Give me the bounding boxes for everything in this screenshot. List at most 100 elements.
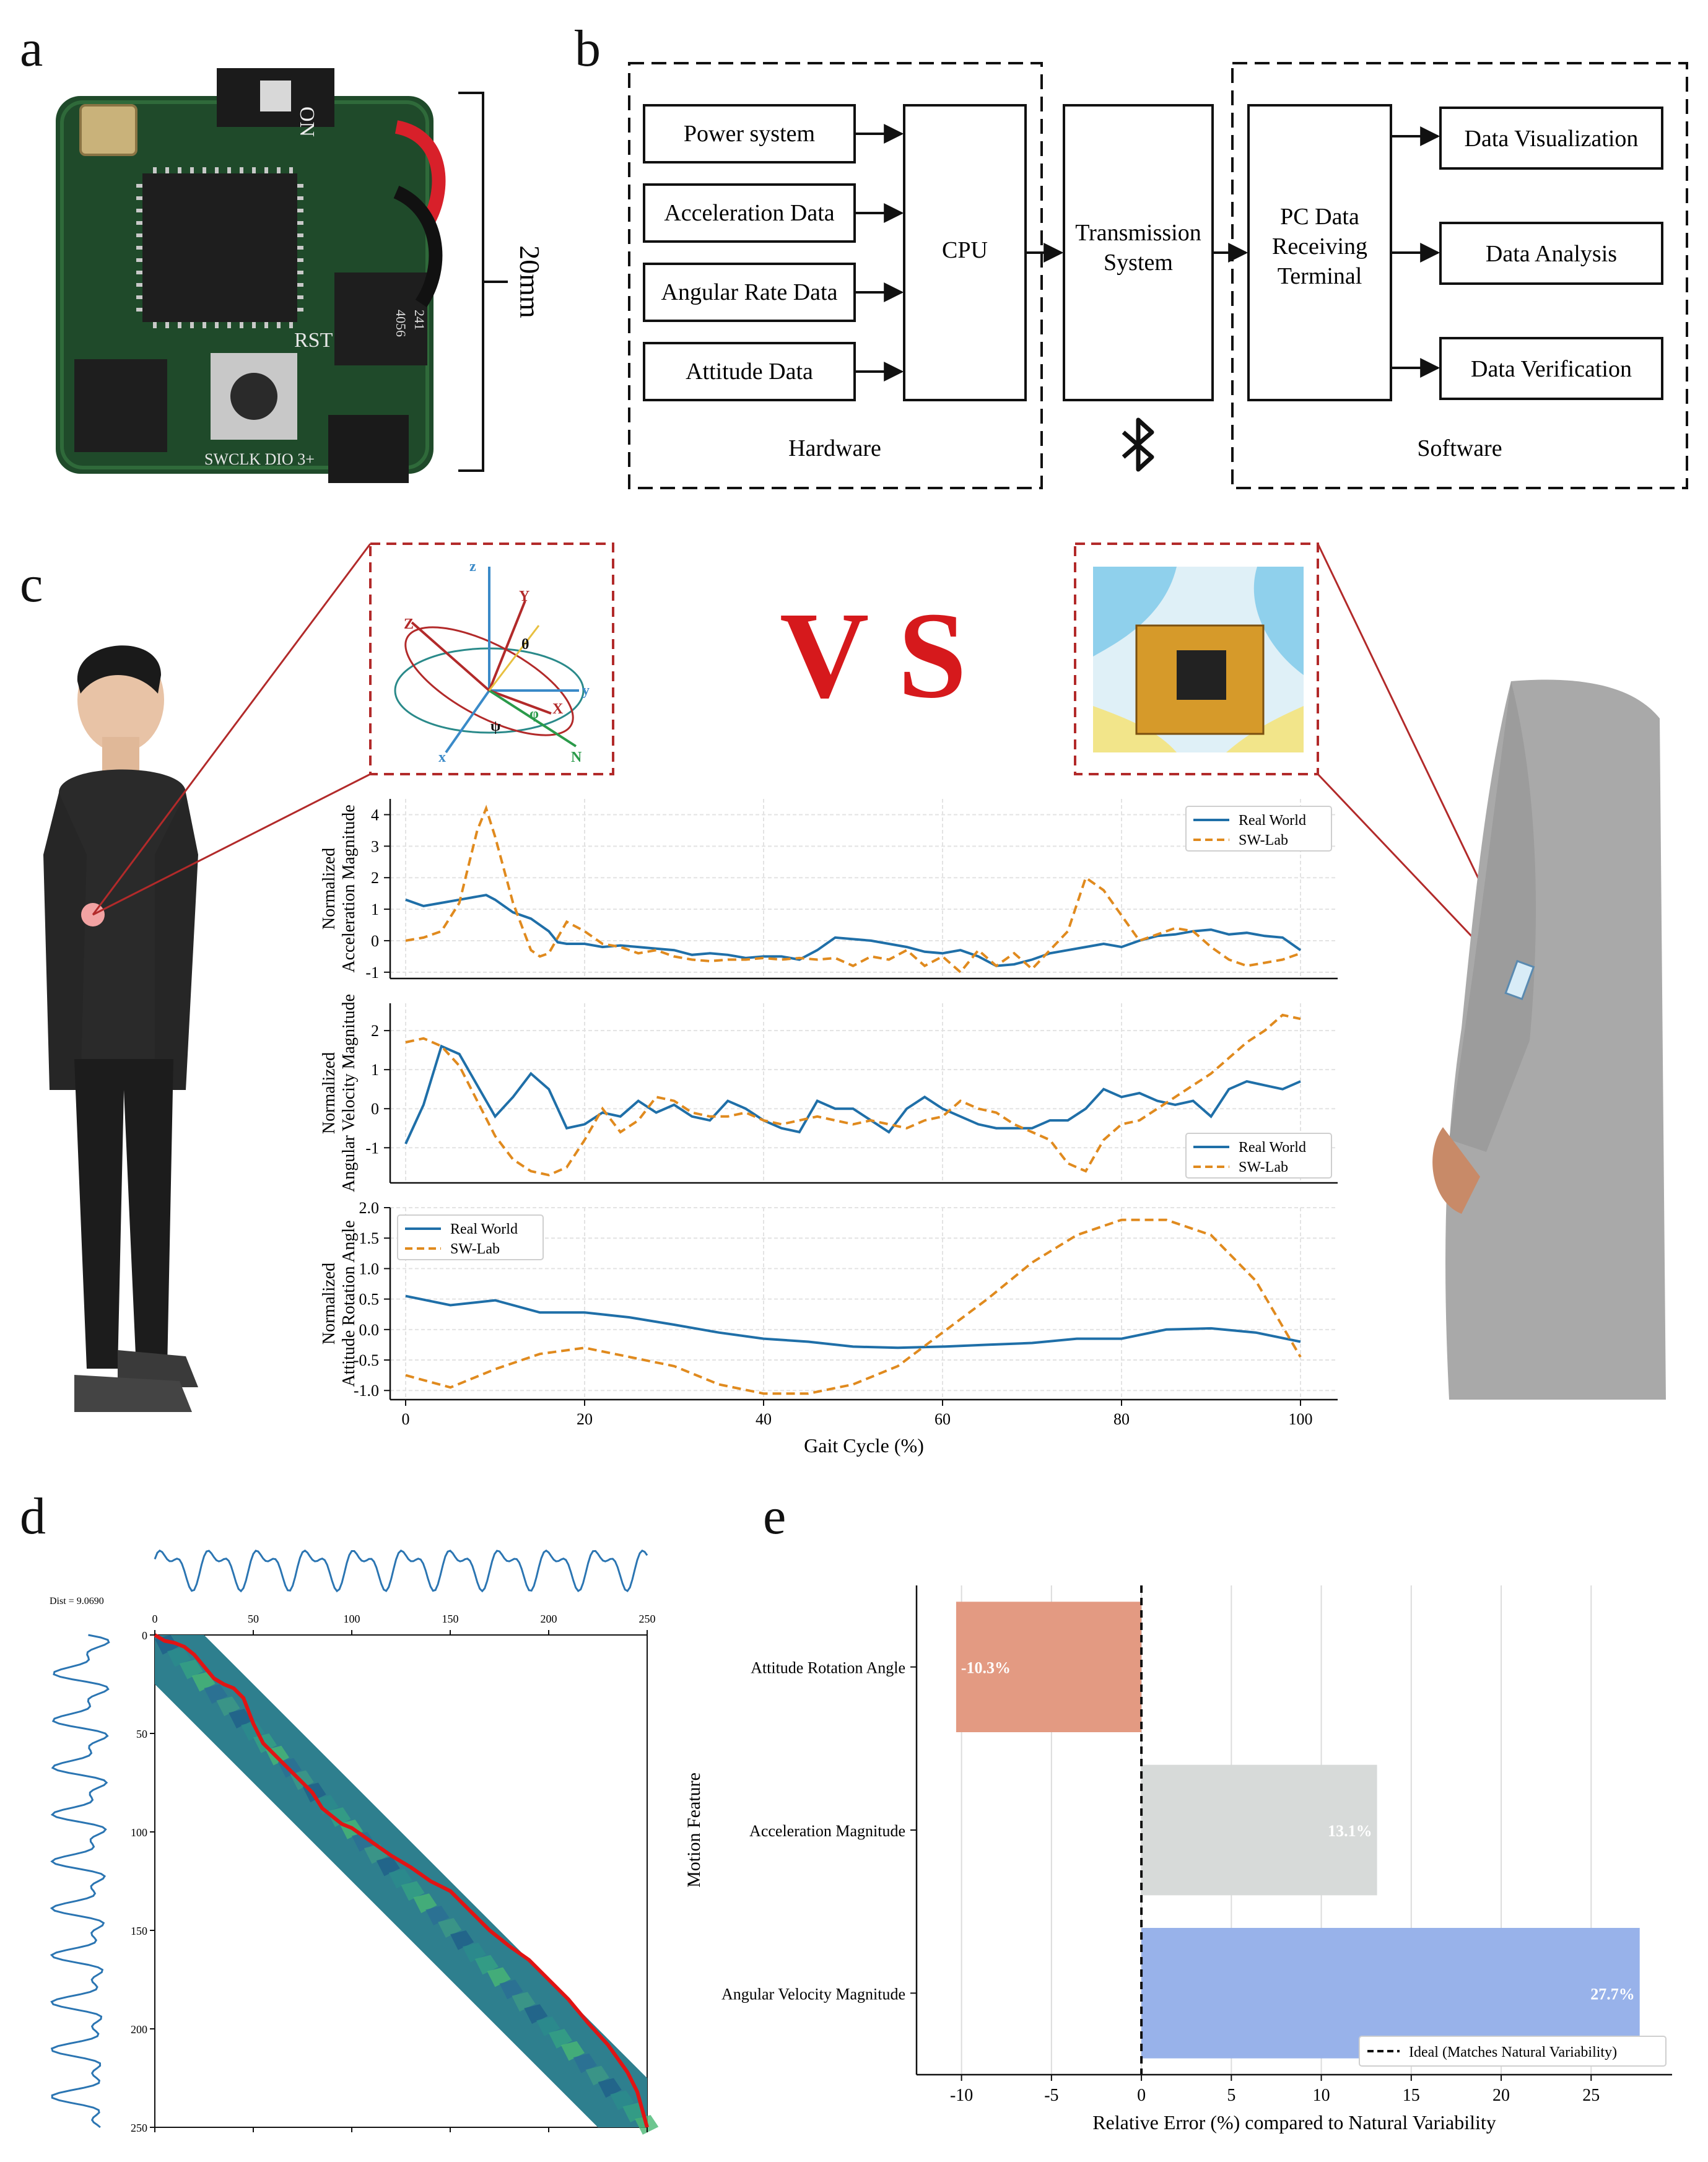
x-axis-label: Relative Error (%) compared to Natural V… bbox=[1092, 2111, 1496, 2134]
tick-label-y: 100 bbox=[131, 1826, 147, 1839]
panel-letter-c: c bbox=[20, 556, 43, 613]
heatmap-cell bbox=[241, 1721, 265, 1741]
scale-label: 20mm bbox=[514, 245, 546, 318]
heatmap-cell bbox=[585, 2065, 609, 2086]
tick-label-x: 80 bbox=[1113, 1410, 1130, 1428]
power-system-label: Power system bbox=[684, 121, 815, 147]
scale-bracket bbox=[458, 92, 484, 472]
series-line-sw-lab bbox=[405, 1218, 1302, 1395]
heatmap-cell bbox=[401, 1881, 425, 1901]
legend-label: Real World bbox=[1239, 813, 1306, 829]
legend-label: SW-Lab bbox=[450, 1241, 500, 1257]
tick-label-y: 1.0 bbox=[359, 1260, 380, 1278]
legend-label: SW-Lab bbox=[1239, 1159, 1288, 1175]
pcb-photo: ON RST SWCLK DIO 3+ 4056 241 20mm bbox=[56, 68, 546, 483]
tick-label-x: 40 bbox=[756, 1410, 772, 1428]
heatmap-cell bbox=[204, 1684, 228, 1704]
legend: Real World SW-Lab bbox=[1185, 806, 1332, 852]
tick-label-x: 100 bbox=[1289, 1410, 1313, 1428]
heatmap-cell bbox=[179, 1659, 203, 1680]
reference-signal-line bbox=[50, 1634, 110, 2129]
legend: Ideal (Matches Natural Variability) bbox=[1359, 2036, 1667, 2067]
tick-label-y: 1.5 bbox=[359, 1229, 380, 1247]
tick-label-x: 5 bbox=[1227, 2086, 1235, 2105]
x-axis-label: Gait Cycle (%) bbox=[804, 1434, 924, 1457]
hardware-label: Hardware bbox=[788, 435, 881, 461]
tick-label-y: 2 bbox=[371, 1022, 379, 1040]
legend: Real World SW-Lab bbox=[397, 1214, 544, 1260]
svg-text:Z: Z bbox=[404, 616, 414, 632]
tick-label-x: 0 bbox=[402, 1410, 410, 1428]
heatmap-cell bbox=[549, 2029, 573, 2049]
angular-rate-box bbox=[643, 263, 856, 322]
heatmap-cell bbox=[462, 1942, 487, 1963]
transmission-label-2: System bbox=[1104, 250, 1173, 276]
tick-label-x: 25 bbox=[1582, 2086, 1600, 2105]
transmission-label-1: Transmission bbox=[1075, 220, 1201, 246]
svg-text:N: N bbox=[571, 749, 582, 765]
tick-label-y: 0.0 bbox=[359, 1321, 380, 1339]
charger-label-2: 241 bbox=[412, 310, 427, 330]
tick-label-x: -10 bbox=[950, 2086, 973, 2105]
data-analysis-label: Data Analysis bbox=[1486, 241, 1617, 267]
mcu-chip bbox=[142, 173, 297, 322]
tick-label-y: 0 bbox=[142, 1629, 147, 1642]
pc-receiver-label-2: Receiving bbox=[1272, 233, 1367, 259]
tick-label-y: 3 bbox=[371, 837, 379, 855]
bar-value-label: -10.3% bbox=[961, 1659, 1011, 1677]
euler-axes-inset: z Y θ Z y ψ φ X x N bbox=[369, 543, 614, 775]
data-visualization-label: Data Visualization bbox=[1465, 126, 1639, 152]
tick-label-y: -1.0 bbox=[354, 1382, 379, 1400]
tick-label-y: -1 bbox=[365, 964, 379, 982]
tick-label-x: -5 bbox=[1044, 2086, 1058, 2105]
transmission-box bbox=[1063, 104, 1214, 401]
tick-label-x: 150 bbox=[442, 1613, 459, 1625]
red-wire bbox=[394, 120, 446, 227]
panel-letter-e: e bbox=[763, 1488, 786, 1545]
relative-error-bar-chart: -10 -5 0 5 10 15 20 25 -10.3% Attitude Rotation A… bbox=[684, 1585, 1672, 2134]
fabric-sensor-inset bbox=[1074, 543, 1319, 775]
dtw-alignment-heatmap: Dist = 9.0690 0 50 100 150 200 250 0 50 100 150 200… bbox=[50, 1549, 659, 2135]
heatmap-cell bbox=[388, 1868, 412, 1889]
series-line-real-world bbox=[404, 1044, 1301, 1144]
legend-label: SW-Lab bbox=[1239, 832, 1288, 848]
tick-label-x: 0 bbox=[152, 1613, 158, 1625]
tick-label-y: 50 bbox=[136, 1728, 147, 1740]
tick-label-x: 200 bbox=[541, 1613, 557, 1625]
legend-box bbox=[1359, 2036, 1667, 2067]
tick-label-x: 20 bbox=[1492, 2086, 1510, 2105]
tick-label-y: 0.5 bbox=[359, 1291, 380, 1309]
svg-text:ψ: ψ bbox=[490, 718, 501, 734]
svg-text:Y: Y bbox=[519, 588, 529, 604]
real-person-figure bbox=[1432, 679, 1666, 1400]
attitude-data-box bbox=[643, 342, 856, 401]
category-label: Acceleration Magnitude bbox=[749, 1822, 905, 1840]
black-wire bbox=[393, 185, 443, 308]
data-analysis-box bbox=[1439, 222, 1663, 285]
tick-label-x: 60 bbox=[935, 1410, 951, 1428]
heatmap-cell bbox=[191, 1672, 216, 1692]
heatmap-cell bbox=[560, 2041, 585, 2061]
heatmap-cell bbox=[167, 1647, 191, 1667]
attitude-data-label: Attitude Data bbox=[686, 359, 813, 385]
tick-label-y: 2 bbox=[371, 869, 379, 887]
acceleration-data-label: Acceleration Data bbox=[664, 200, 834, 226]
legend-label: Real World bbox=[450, 1221, 518, 1237]
heatmap-cell bbox=[413, 1893, 437, 1914]
panel-c-comparison: z Y θ Z y ψ φ X x N V S bbox=[43, 543, 1666, 1412]
line-chart-1: -1 0 1 2 3 4 Normalized Acceleration Magnitude R… bbox=[320, 799, 1338, 982]
heatmap-cell bbox=[524, 2004, 548, 2025]
tick-label-y: 200 bbox=[131, 2023, 147, 2036]
heatmap-cell bbox=[229, 1709, 253, 1729]
bar-acceleration-magnitude bbox=[1141, 1764, 1377, 1896]
panel-letter-a: a bbox=[20, 20, 43, 77]
heatmap-cell bbox=[487, 1967, 511, 1987]
heatmap-cell bbox=[598, 2078, 622, 2098]
category-label: Angular Velocity Magnitude bbox=[721, 1985, 905, 2003]
system-block-diagram: Power system Acceleration Data Angular R… bbox=[628, 62, 1688, 489]
y-axis-label: Attitude Rotation Angle bbox=[339, 1220, 359, 1387]
dtw-distance-title: Dist = 9.0690 bbox=[50, 1596, 104, 1606]
tick-label-y: 0 bbox=[371, 932, 379, 950]
line-chart-3: -1.0 -0.5 0.0 0.5 1.0 1.5 2.0 Normalized Attitud… bbox=[320, 1199, 1338, 1457]
